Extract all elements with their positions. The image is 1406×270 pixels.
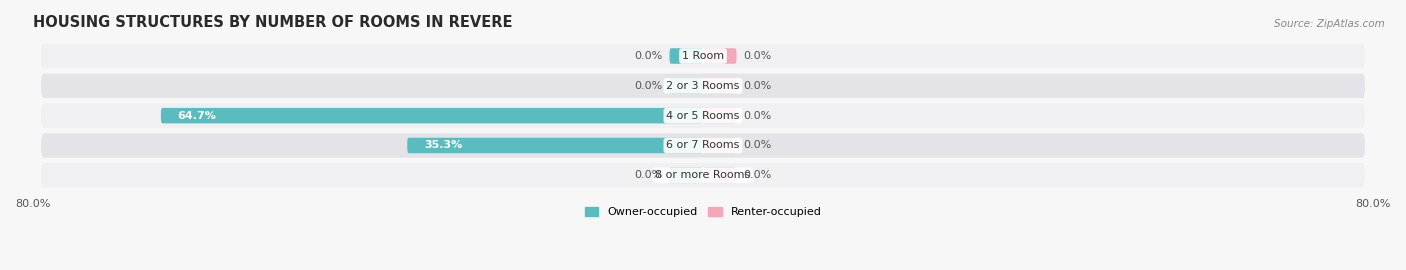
Text: 0.0%: 0.0% (634, 51, 662, 61)
Text: 0.0%: 0.0% (744, 51, 772, 61)
FancyBboxPatch shape (703, 78, 737, 94)
FancyBboxPatch shape (669, 78, 703, 94)
Text: 0.0%: 0.0% (634, 170, 662, 180)
FancyBboxPatch shape (408, 138, 703, 153)
Text: 0.0%: 0.0% (744, 170, 772, 180)
FancyBboxPatch shape (160, 108, 703, 123)
Text: 0.0%: 0.0% (744, 111, 772, 121)
FancyBboxPatch shape (41, 133, 1365, 158)
Text: 4 or 5 Rooms: 4 or 5 Rooms (666, 111, 740, 121)
FancyBboxPatch shape (703, 168, 737, 183)
Text: 1 Room: 1 Room (682, 51, 724, 61)
FancyBboxPatch shape (41, 103, 1365, 128)
FancyBboxPatch shape (41, 163, 1365, 188)
FancyBboxPatch shape (669, 168, 703, 183)
FancyBboxPatch shape (669, 48, 703, 64)
Text: 0.0%: 0.0% (744, 140, 772, 150)
Text: 2 or 3 Rooms: 2 or 3 Rooms (666, 81, 740, 91)
Text: 8 or more Rooms: 8 or more Rooms (655, 170, 751, 180)
Text: Source: ZipAtlas.com: Source: ZipAtlas.com (1274, 19, 1385, 29)
FancyBboxPatch shape (703, 138, 737, 153)
Text: 64.7%: 64.7% (177, 111, 217, 121)
FancyBboxPatch shape (41, 44, 1365, 68)
Text: HOUSING STRUCTURES BY NUMBER OF ROOMS IN REVERE: HOUSING STRUCTURES BY NUMBER OF ROOMS IN… (32, 15, 512, 30)
Legend: Owner-occupied, Renter-occupied: Owner-occupied, Renter-occupied (581, 202, 825, 222)
Text: 0.0%: 0.0% (634, 81, 662, 91)
FancyBboxPatch shape (703, 48, 737, 64)
Text: 35.3%: 35.3% (425, 140, 463, 150)
Text: 0.0%: 0.0% (744, 81, 772, 91)
FancyBboxPatch shape (41, 74, 1365, 98)
FancyBboxPatch shape (703, 108, 737, 123)
Text: 6 or 7 Rooms: 6 or 7 Rooms (666, 140, 740, 150)
